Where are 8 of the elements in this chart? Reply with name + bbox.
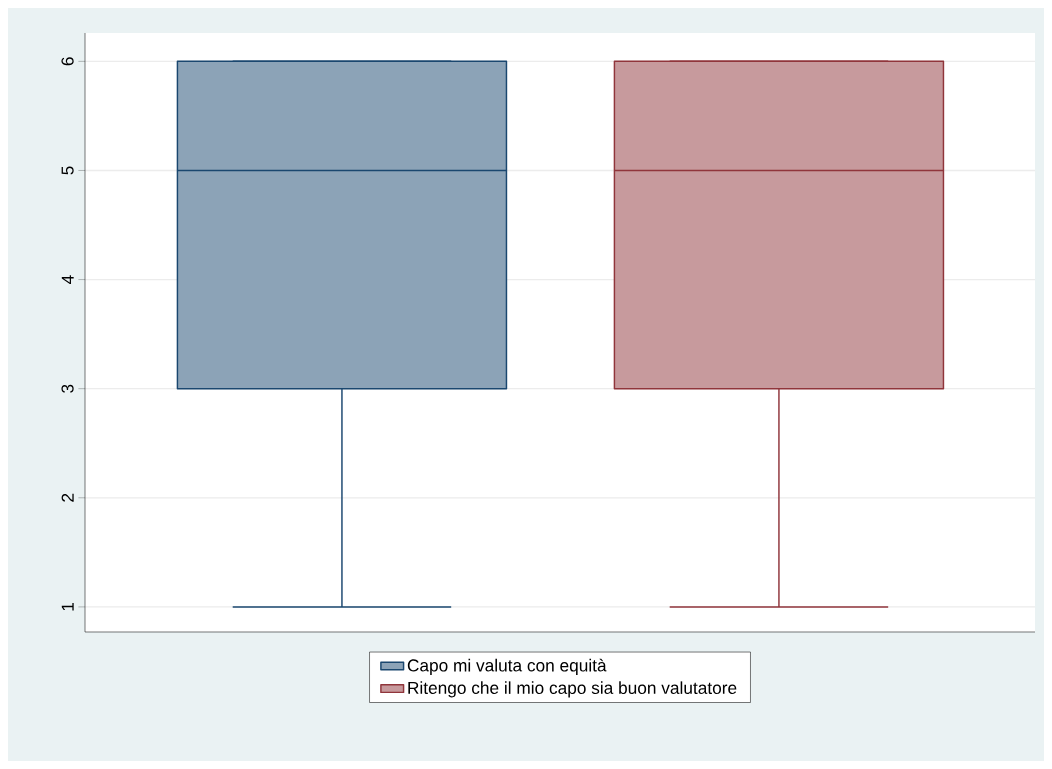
y-tick-label: 6 (61, 57, 74, 66)
legend-label: Capo mi valuta con equità (407, 658, 607, 675)
legend-label: Ritengo che il mio capo sia buon valutatore (408, 681, 737, 698)
y-tick-label: 2 (61, 493, 74, 502)
y-tick-label: 4 (61, 275, 74, 284)
y-tick-label: 1 (61, 602, 74, 611)
y-tick-label: 3 (61, 384, 74, 393)
y-tick-label: 5 (61, 166, 74, 175)
